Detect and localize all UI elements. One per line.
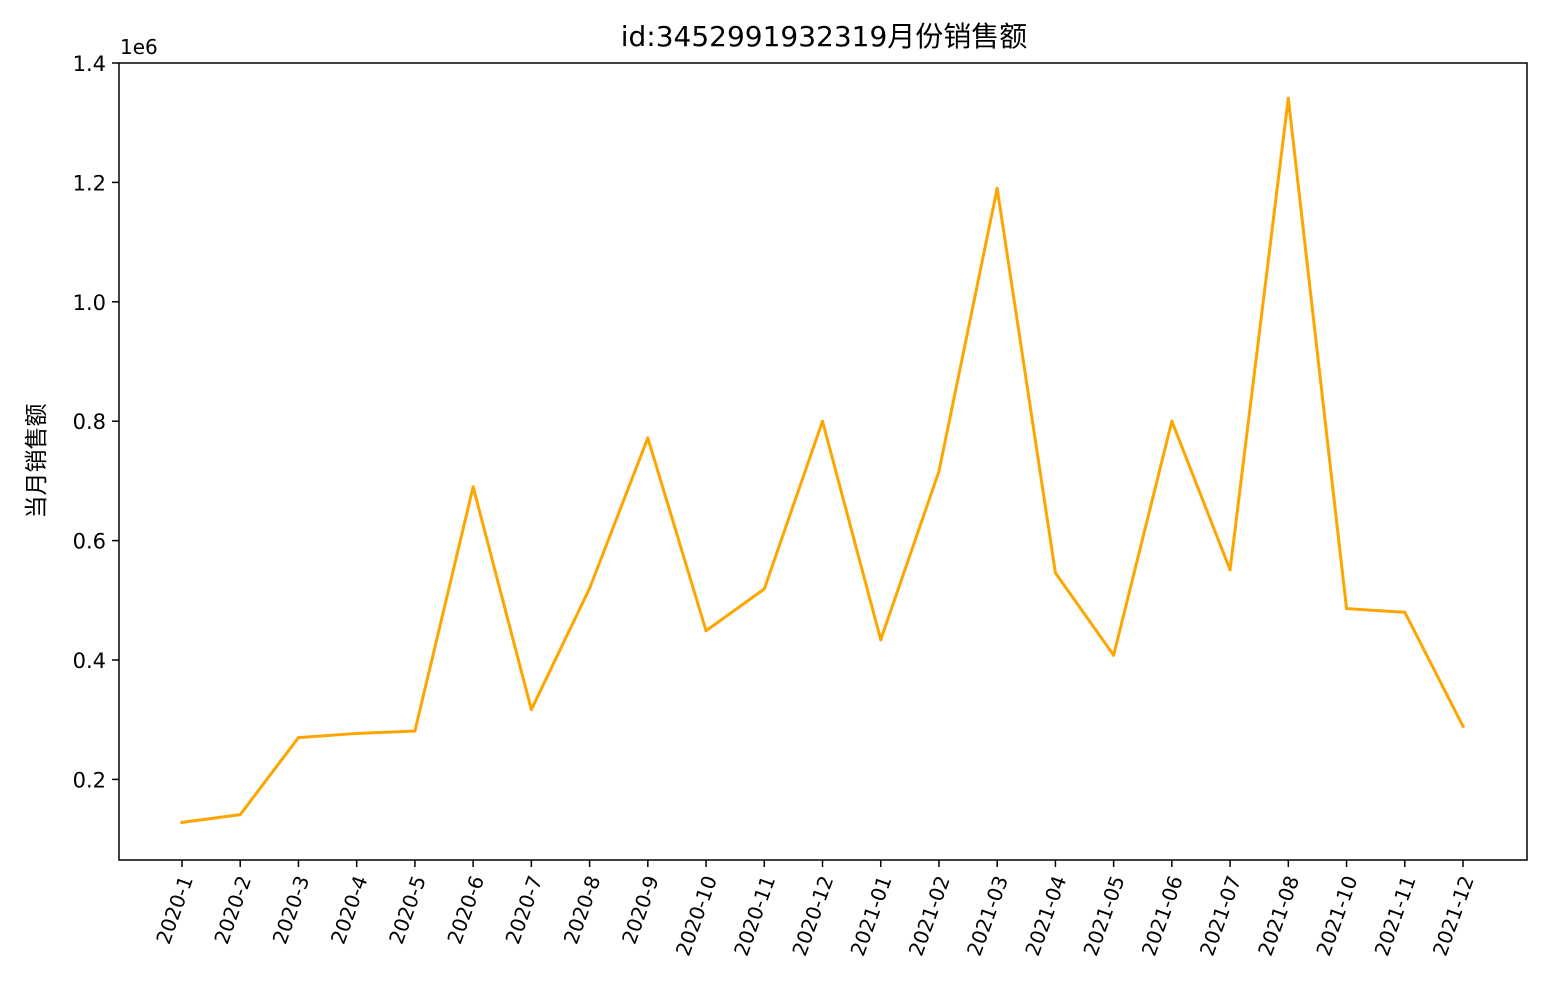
data-point: [821, 419, 824, 423]
data-point: [355, 731, 359, 735]
data-point: [1345, 607, 1349, 611]
data-point: [1228, 568, 1232, 572]
y-tick-label: 0.2: [73, 768, 106, 792]
data-point: [471, 485, 475, 489]
y-tick-label: 0.8: [73, 410, 106, 434]
plot-frame: [118, 62, 1528, 861]
data-point: [1461, 724, 1465, 728]
data-point: [1053, 571, 1057, 575]
y-tick-label: 1.0: [73, 291, 106, 315]
data-point: [762, 587, 766, 591]
y-tick-label: 0.4: [73, 649, 106, 673]
data-point: [413, 729, 417, 733]
data-point: [704, 629, 708, 633]
data-point: [646, 436, 650, 440]
series-group: [180, 96, 1466, 825]
data-point: [1286, 96, 1290, 100]
data-point: [180, 820, 184, 824]
data-point: [296, 736, 300, 740]
data-point: [937, 469, 941, 473]
data-point: [879, 638, 883, 642]
y-axis-label: 当月销售额: [24, 404, 50, 519]
chart-title: id:3452991932319月份销售额: [621, 20, 1028, 53]
data-point: [995, 186, 999, 190]
data-point: [1403, 610, 1407, 614]
y-tick-label: 0.6: [73, 530, 106, 554]
y-axis-offset-label: 1e6: [120, 35, 158, 59]
data-point: [1170, 419, 1174, 423]
y-tick-label: 1.2: [73, 171, 106, 195]
data-point: [1112, 653, 1116, 657]
y-tick-label: 1.4: [73, 52, 106, 76]
data-point: [588, 586, 592, 590]
y-axis-ticks: 0.2 0.4 0.6 0.8 1.0 1.2 1.4: [73, 52, 119, 792]
data-point: [238, 813, 242, 817]
data-point: [529, 708, 533, 712]
